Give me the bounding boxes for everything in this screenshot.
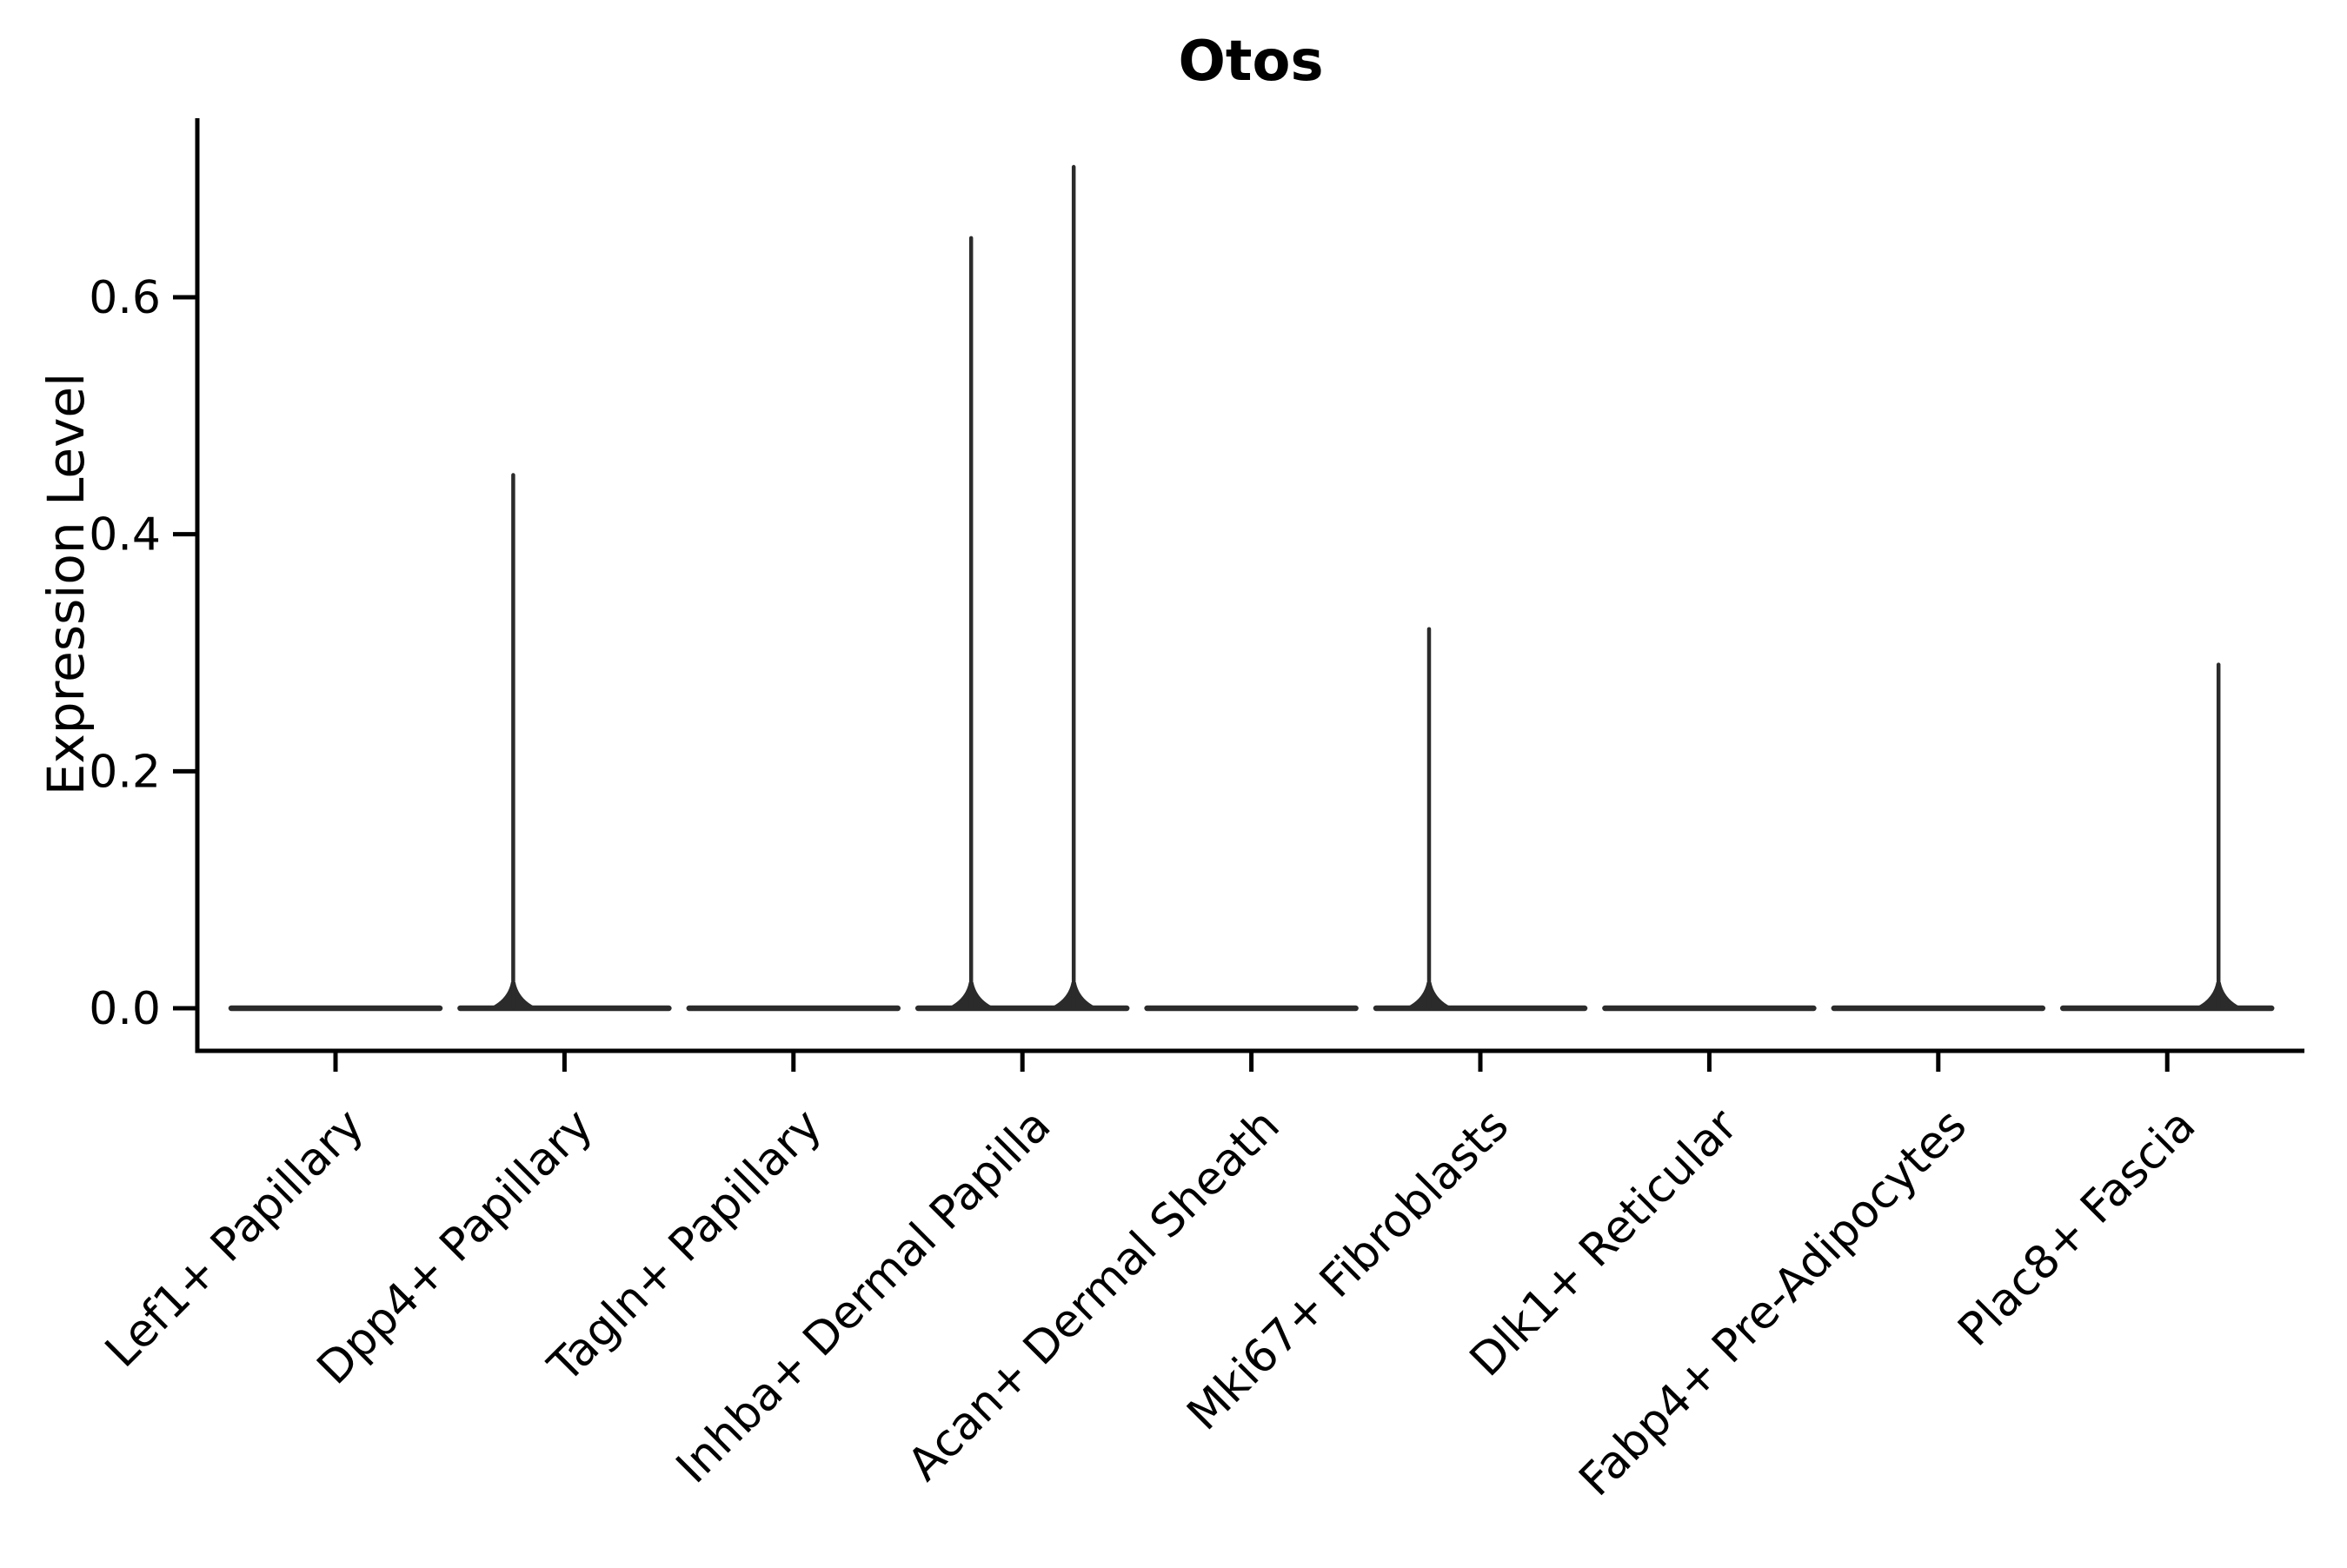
x-tick-label: Fabp4+ Pre-Adipocytes (1570, 1100, 1977, 1506)
x-tick-label: Inhba+ Dermal Papilla (667, 1100, 1060, 1493)
y-tick-label: 0.4 (89, 509, 161, 561)
x-tick-label: Acan+ Dermal Sheath (898, 1100, 1290, 1492)
x-tick-label: Plac8+ Fascia (1949, 1100, 2206, 1357)
chart-title: Otos (1178, 30, 1324, 94)
y-tick-label: 0.0 (89, 983, 161, 1035)
y-tick-label: 0.6 (89, 272, 161, 324)
y-tick-label: 0.2 (89, 746, 161, 798)
y-axis-label: Expression Level (37, 372, 96, 796)
